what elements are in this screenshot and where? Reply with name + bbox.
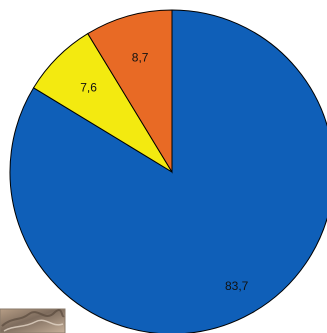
pie-data-label-2: 8,7 — [132, 51, 149, 65]
inset-photo-thumbnail — [0, 308, 66, 333]
pie-slice-0 — [9, 9, 327, 333]
pie-slice-2 — [87, 9, 173, 174]
pie-data-label-0: 83,7 — [225, 279, 249, 293]
pie-data-labels: 83,7 7,6 8,7 — [80, 51, 248, 294]
pie-data-label-1: 7,6 — [80, 81, 97, 95]
pie-slices — [9, 9, 327, 333]
